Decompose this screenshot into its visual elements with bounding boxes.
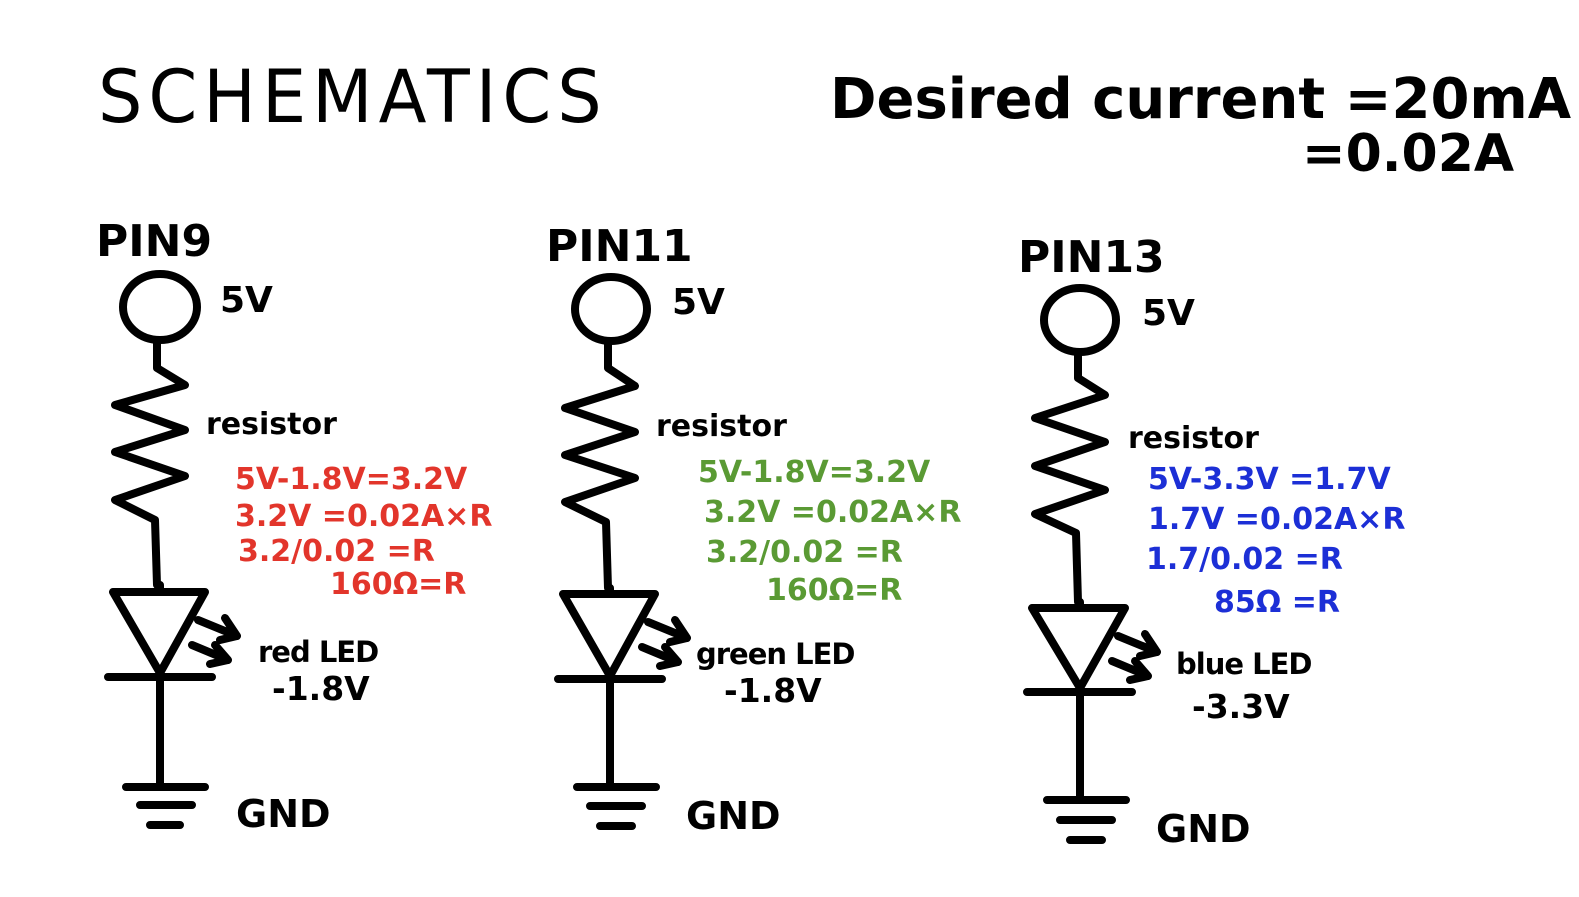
pin13-ground-label: GND: [1156, 807, 1251, 851]
pin11-resistor-icon: [561, 337, 639, 592]
pin11-label: PIN11: [546, 221, 693, 272]
circuit-pin11: [554, 273, 691, 830]
pin11-voltage: 5V: [672, 282, 725, 323]
circuit-pin13: [1023, 284, 1161, 844]
pin13-voltage: 5V: [1142, 293, 1195, 334]
pin9-resistor-icon: [111, 336, 189, 589]
pin11-ground-icon: [573, 675, 660, 830]
pin13-led-icon: [1023, 598, 1136, 696]
pin13-resistor-label: resistor: [1128, 421, 1259, 456]
pin13-terminal-icon: [1040, 284, 1120, 356]
pin9-led-arrows-icon: [188, 614, 241, 668]
circuit-pin9: [104, 270, 241, 829]
pin13-calc-line3: 1.7/0.02 =R: [1146, 542, 1343, 577]
pin9-led-drop: -1.8V: [272, 669, 370, 708]
pin9-terminal-icon: [119, 270, 201, 344]
pin11-calc-line1: 5V-1.8V=3.2V: [698, 455, 931, 490]
pin9-label: PIN9: [96, 216, 213, 267]
page-title: SCHEMATICS: [98, 53, 608, 141]
pin13-label: PIN13: [1018, 232, 1165, 283]
pin11-led-icon: [554, 584, 666, 683]
pin11-ground-label: GND: [686, 794, 781, 838]
pin13-led-drop: -3.3V: [1192, 687, 1290, 726]
pin11-resistor-label: resistor: [656, 409, 787, 444]
pin13-led-name: blue LED: [1176, 647, 1312, 681]
pin13-ground-icon: [1043, 688, 1130, 844]
pin9-calc-line2: 3.2V =0.02A×R: [235, 499, 493, 534]
pin9-voltage: 5V: [220, 280, 273, 321]
pin9-led-icon: [104, 581, 216, 681]
pin13-calc-line4: 85Ω =R: [1214, 585, 1340, 620]
pin11-led-arrows-icon: [638, 616, 691, 670]
pin9-ground-icon: [122, 673, 209, 829]
pin9-calc-line1: 5V-1.8V=3.2V: [235, 462, 468, 497]
pin11-led-drop: -1.8V: [724, 671, 822, 710]
pin11-led-name: green LED: [696, 637, 856, 671]
pin13-led-arrows-icon: [1108, 630, 1161, 684]
pin11-terminal-icon: [571, 273, 651, 345]
pin9-led-name: red LED: [258, 635, 379, 669]
pin11-calc-line3: 3.2/0.02 =R: [706, 535, 903, 570]
pin11-calc-line4: 160Ω=R: [766, 573, 903, 608]
pin11-calc-line2: 3.2V =0.02A×R: [704, 495, 962, 530]
desired-current-line1: Desired current =20mA: [830, 67, 1572, 132]
pin9-calc-line4: 160Ω=R: [330, 567, 467, 602]
pin13-resistor-icon: [1031, 348, 1109, 606]
pin13-calc-line2: 1.7V =0.02A×R: [1148, 502, 1406, 537]
desired-current-line2: =0.02A: [1302, 124, 1515, 184]
pin9-resistor-label: resistor: [206, 407, 337, 442]
pin13-calc-line1: 5V-3.3V =1.7V: [1148, 462, 1391, 497]
pin9-ground-label: GND: [236, 792, 331, 836]
pin9-calc-line3: 3.2/0.02 =R: [238, 534, 435, 569]
